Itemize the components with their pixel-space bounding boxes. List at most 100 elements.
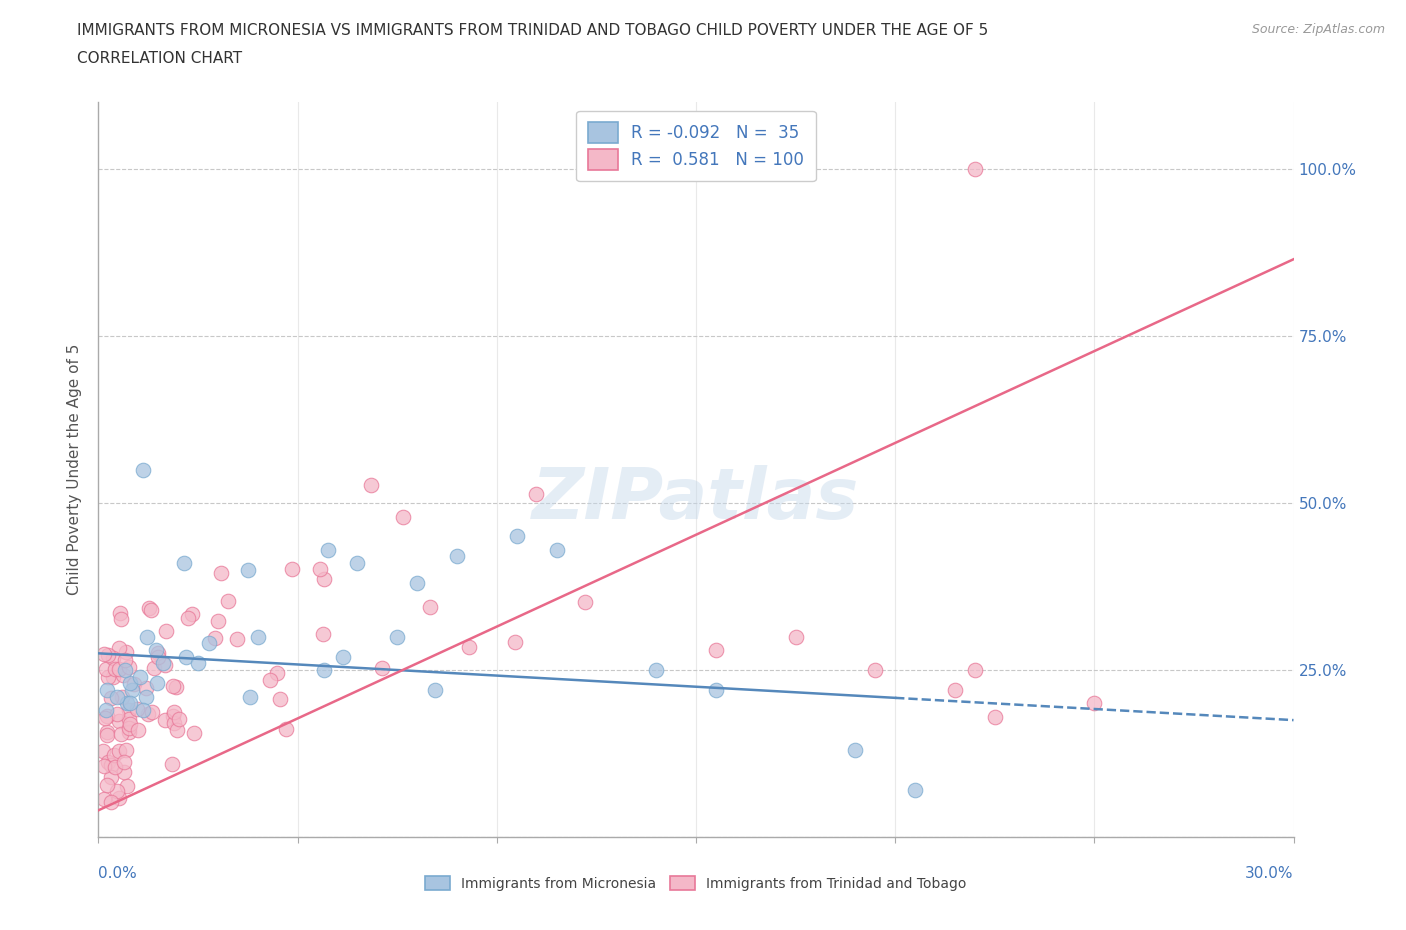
Point [93, 758, 115, 773]
Point [225, 631, 247, 646]
Point [704, 643, 727, 658]
Point [105, 706, 128, 721]
Point [96, 661, 118, 676]
Point [103, 748, 125, 763]
Point [118, 702, 141, 717]
Legend: Immigrants from Micronesia, Immigrants from Trinidad and Tobago: Immigrants from Micronesia, Immigrants f… [419, 870, 973, 897]
Point [984, 710, 1007, 724]
Point [101, 669, 124, 684]
Point [132, 703, 155, 718]
Point [96, 683, 118, 698]
Point [136, 630, 159, 644]
Point [136, 707, 159, 722]
Point [96, 709, 118, 724]
Text: CORRELATION CHART: CORRELATION CHART [77, 51, 242, 66]
Point [173, 556, 195, 571]
Point [425, 683, 447, 698]
Point [1083, 696, 1105, 711]
Point [165, 680, 187, 695]
Point [114, 743, 136, 758]
Point [122, 676, 145, 691]
Point [118, 711, 141, 726]
Point [139, 602, 162, 617]
Point [96, 777, 118, 792]
Point [146, 676, 169, 691]
Point [127, 723, 149, 737]
Point [160, 757, 183, 772]
Point [360, 477, 382, 492]
Point [115, 778, 138, 793]
Point [312, 662, 335, 677]
Point [281, 562, 304, 577]
Point [104, 759, 127, 774]
Point [177, 611, 200, 626]
Point [120, 676, 142, 691]
Point [163, 715, 186, 730]
Point [108, 743, 131, 758]
Point [128, 670, 150, 684]
Point [153, 712, 176, 727]
Point [163, 704, 186, 719]
Point [346, 556, 368, 571]
Point [167, 711, 190, 726]
Point [145, 643, 167, 658]
Point [704, 683, 727, 698]
Point [111, 668, 134, 683]
Point [97, 754, 120, 769]
Point [311, 627, 333, 642]
Point [141, 705, 163, 720]
Point [207, 613, 229, 628]
Point [121, 683, 143, 698]
Point [112, 754, 135, 769]
Point [392, 509, 415, 524]
Point [274, 721, 297, 736]
Point [101, 651, 124, 666]
Point [115, 696, 138, 711]
Point [174, 649, 197, 664]
Point [183, 726, 205, 741]
Point [446, 549, 468, 564]
Text: 0.0%: 0.0% [98, 867, 138, 882]
Point [143, 661, 166, 676]
Point [110, 726, 132, 741]
Point [503, 635, 526, 650]
Point [120, 696, 142, 711]
Point [118, 716, 141, 731]
Point [100, 795, 122, 810]
Point [105, 689, 128, 704]
Point [524, 486, 547, 501]
Point [96, 724, 118, 739]
Point [91, 744, 114, 759]
Point [132, 462, 155, 477]
Point [963, 662, 986, 677]
Point [111, 690, 134, 705]
Point [96, 703, 118, 718]
Point [236, 563, 259, 578]
Point [943, 683, 966, 698]
Point [100, 758, 122, 773]
Point [204, 631, 226, 645]
Point [312, 571, 335, 586]
Point [118, 724, 141, 739]
Point [371, 661, 394, 676]
Point [162, 709, 184, 724]
Text: IMMIGRANTS FROM MICRONESIA VS IMMIGRANTS FROM TRINIDAD AND TOBAGO CHILD POVERTY : IMMIGRANTS FROM MICRONESIA VS IMMIGRANTS… [77, 23, 988, 38]
Point [546, 542, 568, 557]
Point [112, 765, 135, 780]
Point [125, 702, 148, 717]
Point [146, 649, 169, 664]
Point [181, 607, 204, 622]
Point [963, 162, 986, 177]
Point [332, 649, 354, 664]
Point [308, 562, 330, 577]
Point [419, 600, 441, 615]
Point [96, 727, 118, 742]
Point [135, 689, 157, 704]
Point [93, 646, 115, 661]
Point [105, 783, 128, 798]
Point [155, 658, 177, 672]
Point [96, 670, 118, 684]
Point [108, 661, 131, 676]
Point [217, 593, 239, 608]
Point [316, 542, 339, 557]
